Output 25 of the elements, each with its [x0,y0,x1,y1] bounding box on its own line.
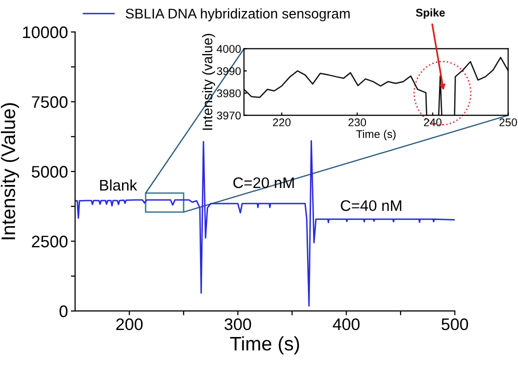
x-tick-label: 400 [332,318,360,330]
y-tick-label: 3980 [216,89,241,98]
annotation: Spike [416,8,445,19]
y-tick-label: 3970 [216,112,241,120]
y-axis-title: Intensity (Value) [0,103,20,240]
x-tick-label: 220 [273,118,291,126]
x-tick-label: 250 [499,118,517,126]
legend-label: SBLIA DNA hybridization sensogram [126,8,350,22]
y-axis-title: Intensity (value) [202,34,216,130]
y-tick-label: 5000 [32,166,68,178]
x-tick-label: 300 [224,318,252,330]
y-tick-label: 0 [60,305,68,318]
x-axis-title: Time (s) [230,336,300,354]
y-tick-label: 4000 [216,45,241,53]
x-axis-title: Time (s) [356,130,396,140]
x-tick-label: 200 [116,318,143,330]
annotation: C=40 nM [340,200,402,212]
x-tick-label: 500 [442,318,468,330]
y-tick-label: 2500 [32,236,68,248]
x-tick-label: 240 [424,118,442,126]
y-tick-label: 10000 [23,26,68,38]
y-tick-label: 7500 [32,96,68,108]
annotation: Blank [100,179,138,191]
x-tick-label: 230 [348,118,366,126]
line-series [75,140,455,307]
